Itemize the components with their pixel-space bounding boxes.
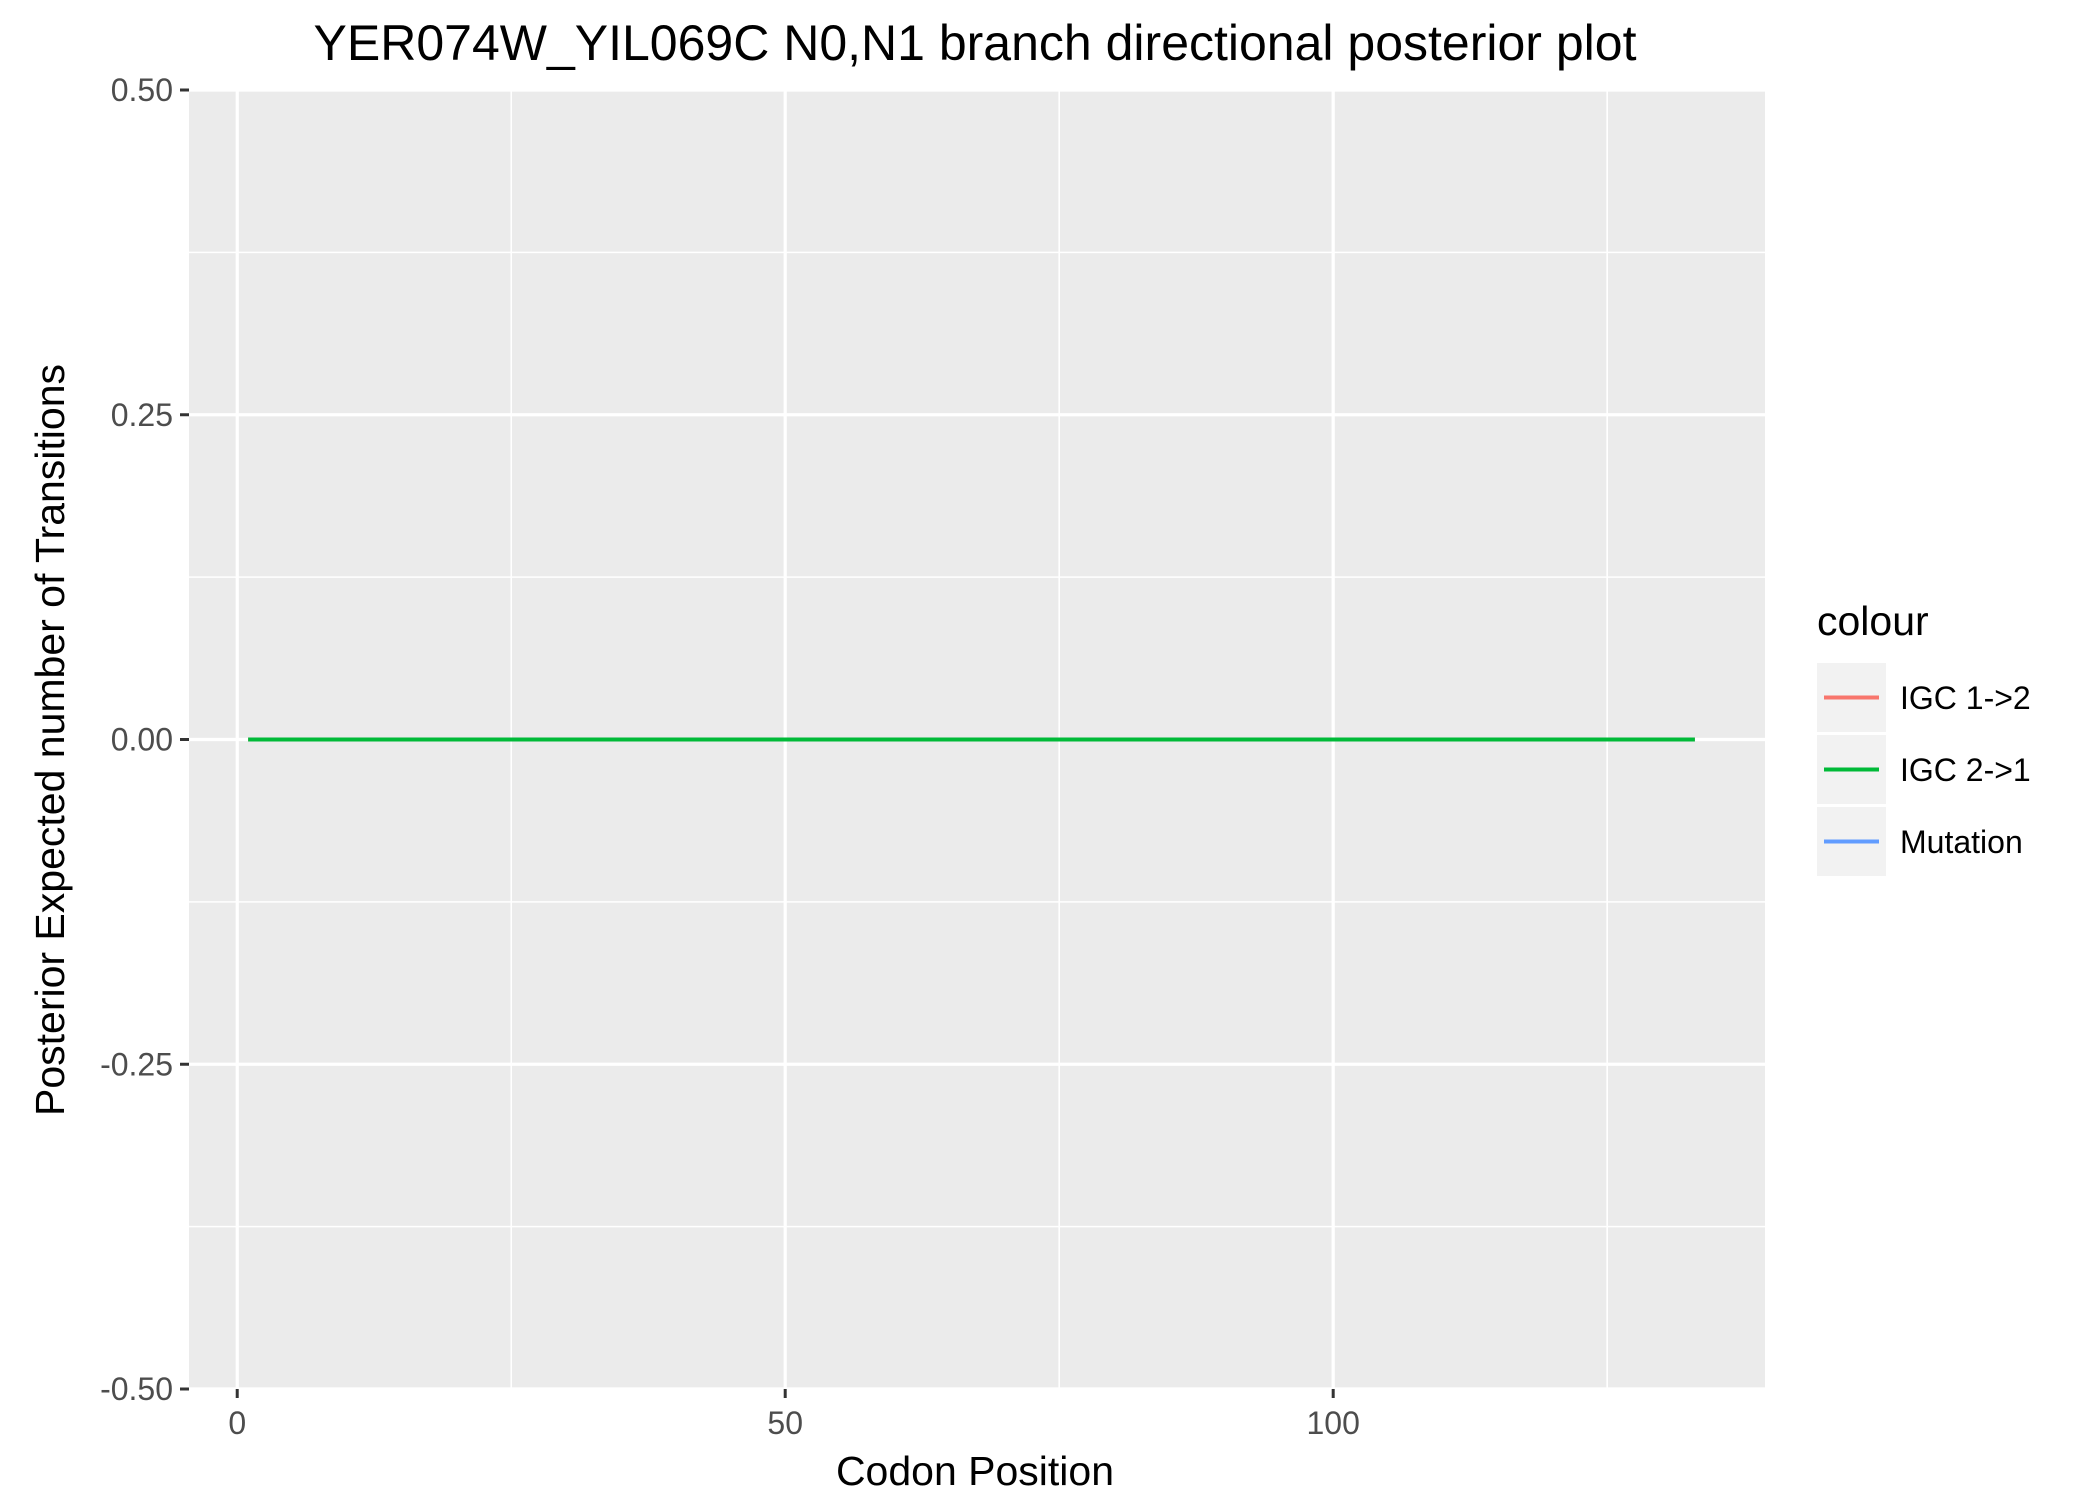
x-tick-label: 50 [767, 1405, 803, 1441]
y-tick-label: 0.25 [111, 397, 173, 433]
x-axis: 0 50 100 [228, 1389, 1360, 1441]
y-tick-label: -0.50 [100, 1371, 173, 1407]
legend-label-0: IGC 1->2 [1900, 680, 2031, 716]
legend-title: colour [1817, 598, 1929, 644]
legend-label-1: IGC 2->1 [1900, 752, 2031, 788]
x-tick-label: 100 [1306, 1405, 1359, 1441]
x-tick-label: 0 [228, 1405, 246, 1441]
y-tick-label: 0.00 [111, 722, 173, 758]
y-axis: -0.50 -0.25 0.00 0.25 0.50 [100, 72, 189, 1407]
plot-panel [189, 88, 1765, 1391]
legend-label-2: Mutation [1900, 824, 2023, 860]
legend: colour IGC 1->2 IGC 2->1 Mutation [1817, 598, 2031, 876]
chart-title: YER074W_YIL069C N0,N1 branch directional… [314, 15, 1637, 71]
legend-items: IGC 1->2 IGC 2->1 Mutation [1817, 663, 2031, 876]
y-axis-title: Posterior Expected number of Transitions [27, 364, 73, 1116]
x-axis-title: Codon Position [836, 1448, 1114, 1494]
y-tick-label: 0.50 [111, 72, 173, 108]
y-tick-label: -0.25 [100, 1046, 173, 1082]
